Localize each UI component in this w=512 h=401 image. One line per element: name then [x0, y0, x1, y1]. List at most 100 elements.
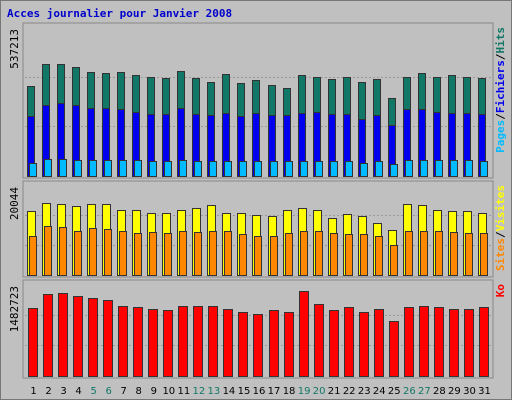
bar-ko-day-9	[148, 309, 158, 377]
bar-pages-day-18	[285, 161, 293, 177]
bar-ko-day-8	[133, 307, 143, 377]
bar-sites-day-13	[209, 231, 217, 276]
bar-sites-day-29	[450, 232, 458, 276]
bar-sites-day-12	[194, 232, 202, 276]
bar-pages-day-22	[345, 161, 353, 177]
x-tick-label-21: 21	[328, 386, 341, 397]
series-ko	[28, 291, 489, 377]
bar-ko-day-2	[43, 294, 53, 377]
bar-pages-day-16	[254, 161, 262, 177]
bar-ko-day-28	[434, 307, 444, 377]
bar-pages-day-26	[405, 160, 413, 177]
x-axis-labels: 1 2 3 4 5 6 7 8 9 10 11 12 13 14 15 16 17 18 19 20 21 22 23 24 2…	[30, 386, 491, 397]
x-tick-label-15: 15	[238, 386, 251, 397]
bar-sites-day-27	[420, 231, 428, 276]
bar-sites-day-20	[315, 231, 323, 276]
x-tick-label-26: 26	[403, 386, 416, 397]
bar-pages-day-23	[360, 163, 368, 177]
bar-sites-day-18	[285, 233, 293, 276]
bar-pages-day-4	[74, 160, 82, 177]
chart-title: Acces journalier pour Janvier 2008	[7, 7, 233, 20]
x-tick-label-4: 4	[75, 386, 81, 397]
bar-ko-day-18	[284, 312, 294, 377]
series-sites	[29, 226, 488, 276]
bar-ko-day-20	[314, 304, 324, 377]
x-tick-label-29: 29	[448, 386, 461, 397]
bar-ko-day-24	[374, 309, 384, 377]
x-tick-label-31: 31	[478, 386, 491, 397]
bar-pages-day-30	[465, 160, 473, 177]
legend-entry-ko: Ko	[494, 284, 507, 298]
bar-pages-day-7	[119, 160, 127, 177]
bar-ko-day-1	[28, 308, 38, 377]
x-tick-label-19: 19	[298, 386, 311, 397]
bar-ko-day-23	[359, 312, 369, 377]
x-tick-label-10: 10	[162, 386, 175, 397]
x-tick-label-6: 6	[105, 386, 111, 397]
bar-sites-day-3	[59, 227, 67, 276]
x-tick-label-13: 13	[208, 386, 221, 397]
bar-ko-day-3	[58, 293, 68, 377]
x-tick-label-18: 18	[283, 386, 296, 397]
bar-ko-day-11	[178, 306, 188, 377]
bar-sites-day-9	[149, 232, 157, 276]
bar-ko-day-6	[103, 300, 113, 377]
bar-sites-day-11	[179, 231, 187, 276]
bar-pages-day-9	[149, 161, 157, 177]
bar-sites-day-1	[29, 236, 37, 276]
legend-entry-sites: Sites	[494, 238, 507, 271]
bar-sites-day-23	[360, 234, 368, 276]
max-label-bottom: 1482723	[8, 286, 21, 332]
bar-sites-day-5	[89, 228, 97, 276]
bar-sites-day-19	[300, 231, 308, 276]
bar-ko-day-22	[344, 307, 354, 377]
x-tick-label-14: 14	[223, 386, 236, 397]
max-label-top: 537213	[8, 29, 21, 69]
bar-ko-day-27	[419, 306, 429, 377]
bar-ko-day-31	[479, 307, 489, 377]
x-tick-label-28: 28	[433, 386, 446, 397]
bar-pages-day-15	[239, 161, 247, 177]
x-tick-label-8: 8	[136, 386, 142, 397]
bar-sites-day-15	[239, 234, 247, 276]
bar-ko-day-15	[238, 312, 248, 377]
bar-ko-day-5	[88, 298, 98, 377]
legend-bottom: Ko	[494, 284, 507, 298]
legend-entry-hits: Hits	[494, 27, 507, 54]
bar-pages-day-27	[420, 160, 428, 177]
bar-ko-day-21	[329, 310, 339, 377]
bar-pages-day-12	[194, 161, 202, 177]
bar-pages-day-8	[134, 160, 142, 177]
legend-separator: /	[494, 231, 507, 238]
legend-separator: /	[494, 53, 507, 60]
bar-sites-day-16	[254, 236, 262, 276]
x-tick-label-20: 20	[313, 386, 326, 397]
bar-ko-day-10	[163, 310, 173, 377]
bar-sites-day-8	[134, 233, 142, 276]
bar-sites-day-4	[74, 231, 82, 276]
legend-entry-pages: Pages	[494, 120, 507, 153]
panel-bottom: 1482723 Ko	[8, 279, 507, 379]
bar-sites-day-6	[104, 229, 112, 276]
bar-ko-day-13	[208, 306, 218, 377]
x-tick-label-16: 16	[253, 386, 266, 397]
bar-pages-day-14	[224, 161, 232, 177]
bar-ko-day-29	[449, 309, 459, 377]
max-label-middle: 20044	[8, 187, 21, 220]
x-tick-label-1: 1	[30, 386, 36, 397]
x-tick-label-22: 22	[343, 386, 356, 397]
x-tick-label-25: 25	[388, 386, 401, 397]
bar-ko-day-16	[253, 314, 263, 377]
bar-sites-day-28	[435, 231, 443, 276]
bar-ko-day-7	[118, 306, 128, 377]
x-tick-label-27: 27	[418, 386, 431, 397]
panel-middle: 20044 Sites/Visites	[8, 180, 507, 278]
legend-middle: Sites/Visites	[494, 185, 507, 271]
bar-ko-day-17	[269, 310, 279, 377]
x-tick-label-5: 5	[90, 386, 96, 397]
bar-pages-day-1	[29, 163, 37, 177]
bar-sites-day-25	[390, 245, 398, 276]
bar-sites-day-26	[405, 231, 413, 276]
